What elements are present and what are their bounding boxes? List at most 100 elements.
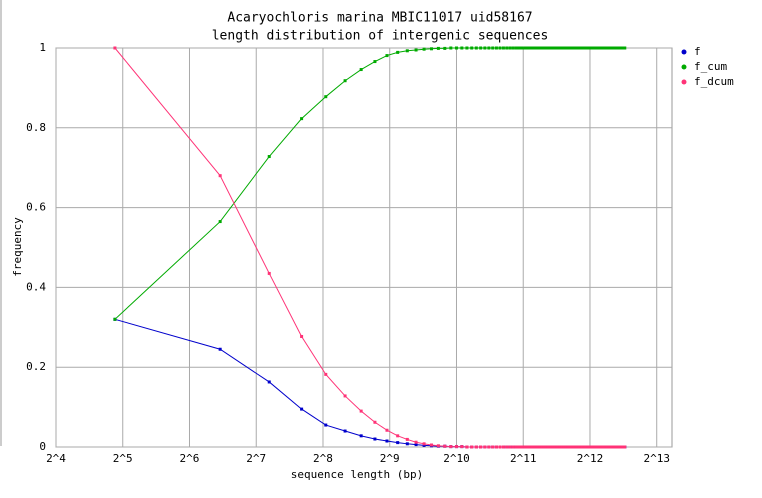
- y-tick-label: 0.4: [26, 280, 46, 293]
- data-point: [324, 95, 328, 99]
- data-point: [405, 437, 409, 441]
- data-point: [557, 46, 561, 50]
- data-point: [525, 445, 529, 449]
- data-point: [533, 445, 537, 449]
- data-point: [465, 445, 469, 449]
- data-point: [491, 46, 495, 50]
- data-point: [436, 444, 440, 448]
- data-point: [449, 445, 453, 449]
- data-point: [551, 46, 555, 50]
- data-point: [579, 46, 583, 50]
- chart-subtitle: length distribution of intergenic sequen…: [212, 29, 549, 44]
- data-point: [533, 46, 537, 50]
- data-point: [528, 445, 532, 449]
- data-point: [436, 46, 440, 50]
- data-point: [373, 60, 377, 64]
- data-point: [558, 445, 562, 449]
- data-point: [396, 434, 400, 438]
- data-point: [414, 440, 418, 444]
- x-tick-label: 2^4: [46, 452, 66, 465]
- data-point: [324, 423, 328, 427]
- legend-label: f_dcum: [694, 75, 734, 88]
- data-point: [542, 46, 546, 50]
- data-point: [538, 46, 542, 50]
- data-point: [267, 155, 271, 159]
- data-point: [460, 46, 464, 50]
- data-point: [560, 445, 564, 449]
- data-point: [508, 46, 512, 50]
- series-line: [114, 47, 625, 320]
- data-point: [553, 46, 557, 50]
- x-tick-label: 2^6: [180, 452, 200, 465]
- data-point: [218, 174, 222, 178]
- data-point: [470, 46, 474, 50]
- x-tick-label: 2^9: [380, 452, 400, 465]
- data-point: [501, 46, 505, 50]
- data-point: [359, 434, 363, 438]
- data-point: [530, 445, 534, 449]
- chart-title: Acaryochloris marina MBIC11017 uid58167: [227, 11, 532, 26]
- data-point: [564, 46, 568, 50]
- data-point: [535, 46, 539, 50]
- data-point: [566, 445, 570, 449]
- data-point: [414, 48, 418, 52]
- data-point: [523, 445, 527, 449]
- data-point: [218, 220, 222, 224]
- data-point: [422, 443, 426, 447]
- legend-label: f: [694, 45, 701, 58]
- data-point: [300, 117, 304, 121]
- data-point: [575, 445, 579, 449]
- data-point: [514, 445, 518, 449]
- data-point: [523, 46, 527, 50]
- data-point: [422, 442, 426, 446]
- data-point: [574, 445, 578, 449]
- data-point: [571, 445, 575, 449]
- y-tick-label: 0: [39, 440, 46, 453]
- data-point: [300, 407, 304, 411]
- data-point: [540, 46, 544, 50]
- data-point: [623, 46, 627, 50]
- y-tick-label: 0.8: [26, 121, 46, 134]
- data-point: [551, 445, 555, 449]
- data-point: [373, 437, 377, 441]
- data-point: [505, 46, 509, 50]
- data-point: [530, 46, 534, 50]
- y-tick-label: 0.2: [26, 360, 46, 373]
- legend-marker: [681, 79, 687, 85]
- data-point: [359, 68, 363, 72]
- data-point: [520, 46, 524, 50]
- data-point: [535, 445, 539, 449]
- data-point: [562, 46, 566, 50]
- data-point: [511, 445, 515, 449]
- data-point: [343, 429, 347, 433]
- data-point: [511, 46, 515, 50]
- data-point: [579, 445, 583, 449]
- data-point: [494, 46, 498, 50]
- data-point: [267, 380, 271, 384]
- data-point: [574, 46, 578, 50]
- data-point: [505, 445, 509, 449]
- data-point: [558, 46, 562, 50]
- data-point: [557, 445, 561, 449]
- data-point: [501, 445, 505, 449]
- data-point: [385, 428, 389, 432]
- data-point: [577, 46, 581, 50]
- data-point: [572, 445, 576, 449]
- x-tick-label: 2^11: [510, 452, 537, 465]
- x-axis-label: sequence length (bp): [291, 468, 423, 481]
- data-point: [514, 46, 518, 50]
- data-point: [414, 443, 418, 447]
- legend-label: f_cum: [694, 60, 727, 73]
- data-point: [564, 445, 568, 449]
- data-point: [470, 445, 474, 449]
- data-point: [562, 445, 566, 449]
- y-tick-label: 1: [39, 41, 46, 54]
- data-point: [396, 441, 400, 445]
- plot-frame: [55, 47, 673, 448]
- data-point: [483, 445, 487, 449]
- data-point: [343, 79, 347, 83]
- data-point: [498, 46, 502, 50]
- data-point: [494, 445, 498, 449]
- data-point: [546, 445, 550, 449]
